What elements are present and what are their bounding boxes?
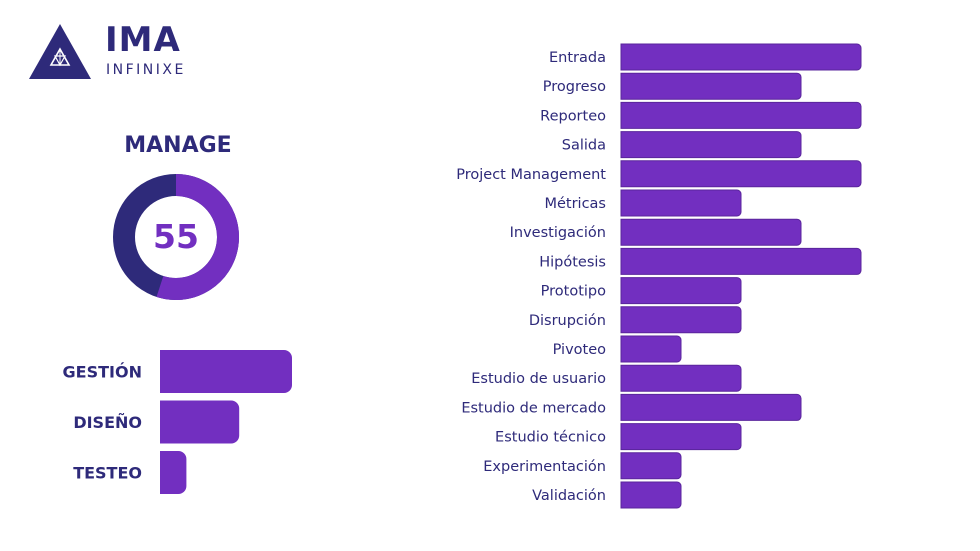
detail-bar-label: Experimentación: [483, 459, 606, 475]
detail-bar: [620, 393, 802, 421]
detail-bar: [620, 247, 862, 275]
brand-name: IMA: [105, 20, 181, 60]
detail-bar-label: Disrupción: [529, 313, 606, 329]
detail-bar-label: Reporteo: [540, 108, 606, 124]
gauge-title: MANAGE: [124, 133, 232, 158]
detail-bar: [620, 43, 862, 71]
detail-bar-label: Hipótesis: [539, 254, 606, 270]
detail-bar-label: Pivoteo: [553, 342, 607, 358]
detail-bar-label: Salida: [562, 138, 606, 154]
detail-bar: [620, 131, 802, 159]
detail-bar-label: Investigación: [510, 225, 606, 241]
detail-bar: [620, 481, 682, 509]
detail-bar: [620, 364, 742, 392]
summary-bar-label: GESTIÓN: [63, 363, 142, 382]
detail-bar: [620, 101, 862, 129]
gauge-progress-arc: [156, 174, 239, 300]
detail-bar: [620, 423, 742, 451]
summary-bar: [160, 451, 187, 494]
summary-bar: [160, 400, 240, 444]
detail-bar: [620, 160, 862, 188]
detail-bar: [620, 452, 682, 480]
summary-bar-label: DISEÑO: [73, 413, 142, 432]
detail-bar: [620, 335, 682, 363]
brand-subtitle: INFINIXE: [106, 62, 186, 78]
detail-bar-label: Métricas: [544, 196, 606, 212]
gauge-value: 55: [153, 217, 199, 256]
detail-bar-label: Estudio de mercado: [461, 400, 606, 416]
pyramid-logo-icon: [29, 24, 91, 79]
summary-bar: [160, 350, 292, 393]
detail-bar: [620, 218, 802, 246]
detail-bar: [620, 306, 742, 334]
detail-bar-label: Entrada: [549, 50, 606, 66]
detail-bar: [620, 189, 742, 217]
detail-bar: [620, 277, 742, 305]
detail-bar-label: Prototipo: [541, 284, 606, 300]
detail-bar-label: Estudio técnico: [495, 430, 606, 446]
detail-bar-label: Progreso: [543, 79, 606, 95]
summary-bar-label: TESTEO: [73, 464, 142, 483]
logo: IMA INFINIXE: [28, 20, 203, 84]
detail-bar: [620, 72, 802, 100]
detail-bar-label: Project Management: [456, 167, 606, 183]
detail-bar-label: Validación: [532, 488, 606, 504]
detail-bar-label: Estudio de usuario: [471, 371, 606, 387]
manage-gauge: 55: [113, 174, 239, 300]
